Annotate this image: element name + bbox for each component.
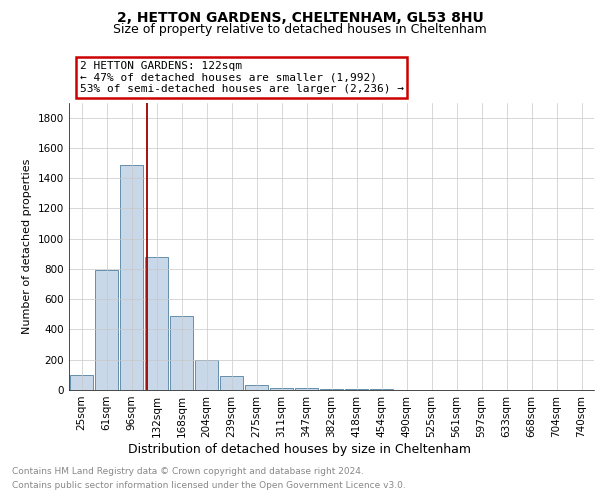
- Bar: [170, 316, 193, 390]
- Bar: [145, 257, 168, 390]
- Bar: [245, 386, 268, 390]
- Bar: [120, 164, 143, 390]
- Bar: [345, 389, 368, 390]
- Text: Contains HM Land Registry data © Crown copyright and database right 2024.: Contains HM Land Registry data © Crown c…: [12, 468, 364, 476]
- Text: 2, HETTON GARDENS, CHELTENHAM, GL53 8HU: 2, HETTON GARDENS, CHELTENHAM, GL53 8HU: [116, 11, 484, 25]
- Bar: [195, 360, 218, 390]
- Bar: [295, 388, 318, 390]
- Text: 2 HETTON GARDENS: 122sqm
← 47% of detached houses are smaller (1,992)
53% of sem: 2 HETTON GARDENS: 122sqm ← 47% of detach…: [79, 60, 404, 94]
- Bar: [320, 389, 343, 390]
- Text: Contains public sector information licensed under the Open Government Licence v3: Contains public sector information licen…: [12, 481, 406, 490]
- Bar: [95, 270, 118, 390]
- Bar: [70, 375, 93, 390]
- Text: Size of property relative to detached houses in Cheltenham: Size of property relative to detached ho…: [113, 23, 487, 36]
- Text: Distribution of detached houses by size in Cheltenham: Distribution of detached houses by size …: [128, 442, 472, 456]
- Bar: [270, 388, 293, 390]
- Bar: [220, 376, 243, 390]
- Y-axis label: Number of detached properties: Number of detached properties: [22, 158, 32, 334]
